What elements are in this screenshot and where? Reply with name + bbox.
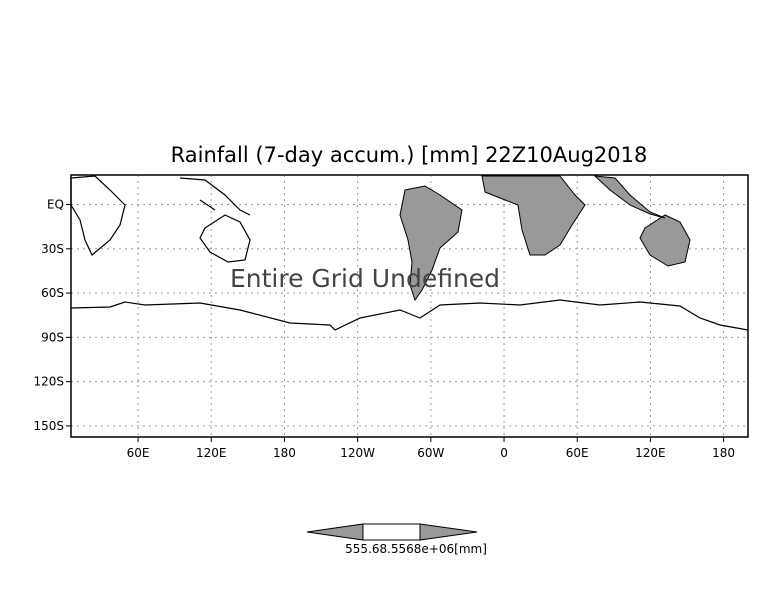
y-tick-label: 30S <box>41 242 64 256</box>
annotation: Entire Grid Undefined <box>230 264 500 293</box>
x-tick-label: 120E <box>196 446 227 460</box>
y-tick-label: 120S <box>33 375 64 389</box>
y-tick-label: 90S <box>41 330 64 344</box>
map-title: Rainfall (7-day accum.) [mm] 22Z10Aug201… <box>171 143 648 167</box>
x-tick-label: 60W <box>417 446 444 460</box>
south-america <box>399 185 463 302</box>
y-tick-label: 60S <box>41 286 64 300</box>
x-tick-label: 60E <box>566 446 589 460</box>
australia <box>639 214 691 267</box>
asia-islands <box>593 175 666 219</box>
map-frame <box>70 174 749 438</box>
colorbar-box <box>362 523 421 541</box>
australia-left <box>199 214 251 263</box>
y-tick-label: 150S <box>33 419 64 433</box>
asia-islands-left <box>179 177 251 216</box>
colorbar-right <box>419 523 478 541</box>
x-tick-label: 180 <box>712 446 735 460</box>
x-tick-label: 0 <box>500 446 508 460</box>
x-tick-label: 120W <box>340 446 375 460</box>
y-tick-label: EQ <box>47 198 64 212</box>
x-tick-label: 60E <box>127 446 150 460</box>
x-tick-label: 120E <box>635 446 666 460</box>
africa <box>481 175 586 256</box>
coastlines <box>70 175 749 331</box>
africa-left <box>70 175 126 256</box>
antarctica <box>70 299 749 331</box>
colorbar <box>306 523 478 541</box>
x-tick-label: 180 <box>273 446 296 460</box>
colorbar-label: 555.68.5568e+06[mm] <box>345 542 487 556</box>
colorbar-left <box>306 523 364 541</box>
